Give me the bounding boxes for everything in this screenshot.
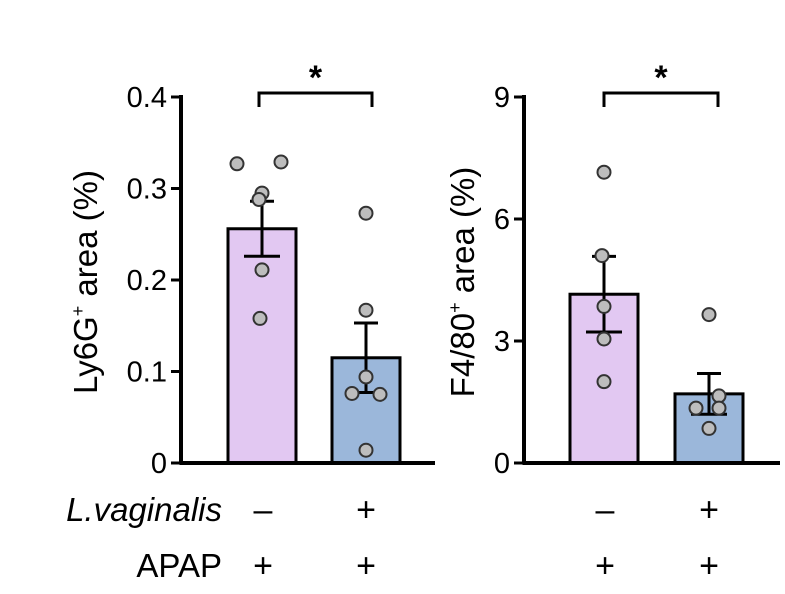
data-point-1-1-4 [251, 191, 267, 207]
y-axis-label-rest-2: area (%) [444, 167, 481, 303]
y-tick-label-2-3: 6 [494, 204, 510, 236]
y-axis-label-rest-1: area (%) [67, 170, 104, 306]
y-tick-label-1-4: 0.3 [127, 174, 167, 206]
data-point-2-1-4 [596, 331, 612, 347]
condition-sign-1-4: + [699, 491, 719, 529]
y-axis-label-2: F4/80+ area (%) [444, 167, 481, 398]
y-tick-label-2-2: 3 [494, 326, 510, 358]
chart-panel-2: 0 3 6 9 F4/80+ area (%) * [444, 59, 780, 480]
data-point-2-2-5 [701, 420, 717, 436]
y-tick-label-1-3: 0.2 [127, 265, 167, 297]
condition-sign-2-2: + [356, 547, 376, 585]
condition-label-2: APAP [136, 547, 222, 584]
data-point-2-2-4 [711, 400, 727, 416]
data-point-2-1-2 [594, 248, 610, 264]
data-point-2-1-5 [596, 374, 612, 390]
y-tick-label-2-1: 0 [494, 448, 510, 480]
condition-sign-1-2: + [356, 491, 376, 529]
data-point-1-1-2 [273, 154, 289, 170]
data-point-2-2-3 [688, 400, 704, 416]
significance-star-2: * [654, 59, 668, 97]
data-point-1-1-6 [252, 310, 268, 326]
condition-table: L.vaginalis – + – +APAP + + + + [66, 491, 719, 585]
data-point-1-2-6 [358, 442, 374, 458]
y-tick-label-1-5: 0.4 [127, 82, 167, 114]
significance-star-1: * [309, 59, 323, 97]
data-point-2-1-3 [596, 298, 612, 314]
chart-panel-1: 0 0.1 0.2 0.3 0.4 Ly6G+ area (%) * [67, 59, 435, 480]
y-axis-label-sup-2: + [445, 302, 465, 313]
condition-sign-2-1: + [253, 547, 273, 585]
data-point-1-2-4 [344, 385, 360, 401]
condition-sign-2-3: + [595, 547, 615, 585]
data-point-1-1-5 [254, 262, 270, 278]
condition-label-1: L.vaginalis [66, 491, 222, 528]
significance-bracket-2 [602, 91, 720, 107]
data-point-1-2-5 [372, 386, 388, 402]
data-point-2-2-2 [711, 388, 727, 404]
condition-sign-1-3: – [596, 491, 615, 529]
y-axis-label-1: Ly6G+ area (%) [67, 170, 104, 394]
y-axis-label-sup-1: + [68, 306, 88, 317]
condition-sign-2-4: + [699, 547, 719, 585]
condition-sign-1-1: – [254, 491, 273, 529]
y-axis-label-main-1: Ly6G [67, 316, 104, 394]
y-axis-label-main-2: F4/80 [444, 313, 481, 397]
data-point-2-1-1 [596, 164, 612, 180]
data-point-1-2-3 [358, 369, 374, 385]
data-point-2-2-1 [701, 307, 717, 323]
y-tick-label-1-2: 0.1 [127, 357, 167, 389]
significance-bracket-1 [257, 91, 374, 107]
data-point-1-2-1 [358, 205, 374, 221]
y-tick-label-1-1: 0 [151, 448, 167, 480]
data-point-1-2-2 [358, 302, 374, 318]
data-point-1-1-1 [229, 156, 245, 172]
y-tick-label-2-4: 9 [494, 82, 510, 114]
